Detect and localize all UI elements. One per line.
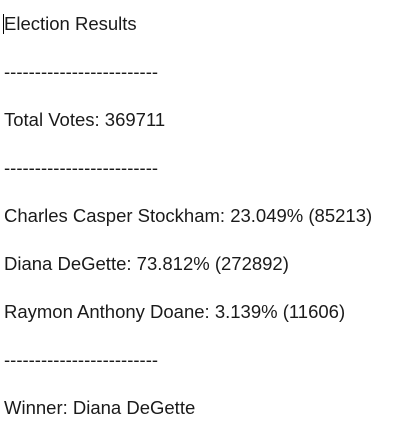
separator-line: ------------------------- xyxy=(4,157,159,178)
total-votes-line: Total Votes: 369711 xyxy=(4,109,166,130)
candidate-line: Charles Casper Stockham: 23.049% (85213) xyxy=(4,205,373,226)
text-cursor xyxy=(3,14,4,34)
winner-line: Winner: Diana DeGette xyxy=(4,397,196,418)
candidate-line: Diana DeGette: 73.812% (272892) xyxy=(4,253,289,274)
separator-line: ------------------------- xyxy=(4,349,159,370)
separator-line: ------------------------- xyxy=(4,61,159,82)
text-document[interactable]: Election Results -----------------------… xyxy=(3,12,404,444)
title-text: Election Results xyxy=(4,13,137,34)
title-line: Election Results xyxy=(3,12,404,36)
candidate-line: Raymon Anthony Doane: 3.139% (11606) xyxy=(4,301,346,322)
